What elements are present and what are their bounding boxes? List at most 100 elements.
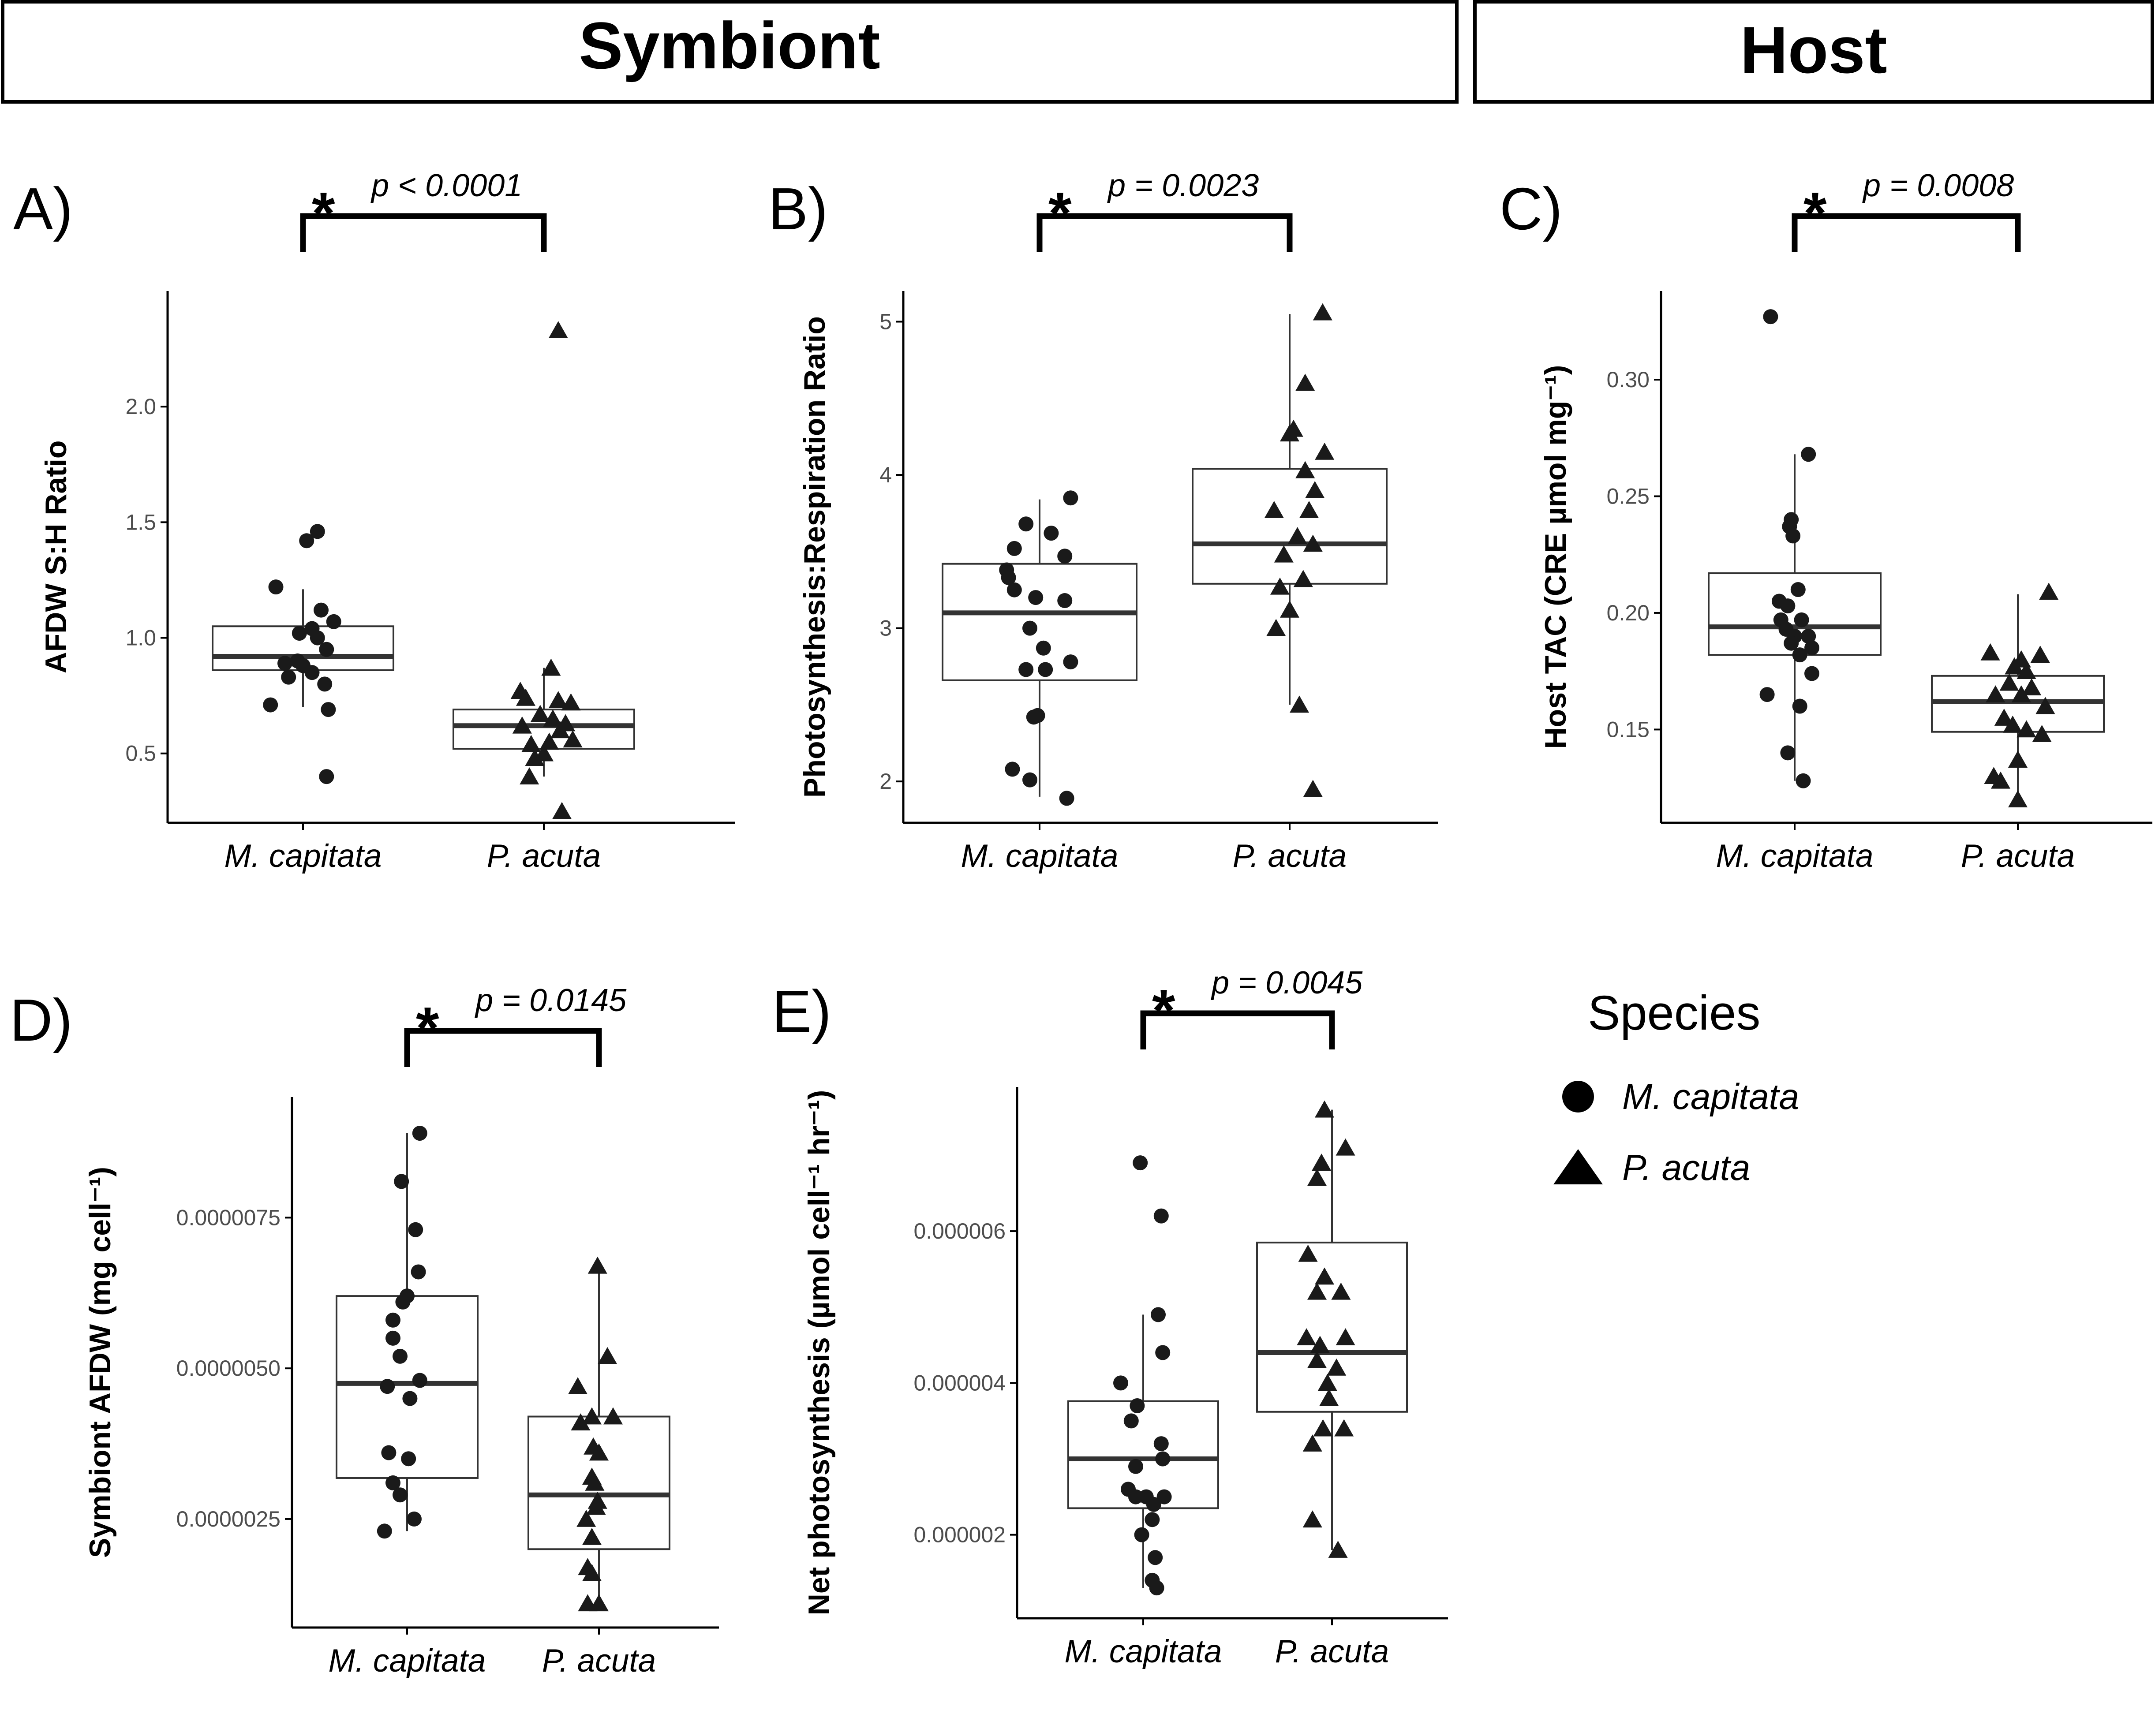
data-point-triangle (534, 744, 554, 762)
data-point-triangle (543, 709, 563, 727)
legend-label-p-acuta: P. acuta (1622, 1148, 1750, 1188)
data-point-triangle (520, 767, 539, 784)
data-point-circle (1759, 687, 1775, 702)
data-point-circle (1057, 549, 1073, 564)
data-point-circle (321, 702, 336, 717)
x-tick-label: P. acuta (1275, 1634, 1389, 1669)
data-point-circle (326, 614, 341, 629)
y-tick-label: 0.15 (1607, 717, 1650, 742)
panel-b: B) 2 3 4 5 M. capitata P. acuta Photosynthesis:… (768, 168, 1438, 874)
data-point-triangle (2008, 790, 2028, 807)
data-point-circle (277, 656, 292, 671)
significance-p-value: p < 0.0001 (370, 168, 522, 203)
data-point-circle (1028, 590, 1044, 605)
data-point-triangle (2017, 662, 2036, 679)
data-point-circle (292, 626, 307, 641)
data-point-circle (1005, 762, 1020, 777)
data-point-triangle (2032, 725, 2052, 742)
y-tick-label: 0.000004 (913, 1370, 1006, 1395)
data-point-circle (381, 1445, 397, 1460)
y-axis-label: AFDW S:H Ratio (39, 441, 73, 674)
data-point-triangle (576, 1509, 596, 1527)
data-point-circle (1133, 1155, 1148, 1171)
data-point-circle (299, 533, 314, 549)
data-point-circle (1796, 773, 1811, 788)
y-tick-label: 1.5 (125, 510, 156, 534)
y-tick-label: 0.0000050 (176, 1356, 281, 1381)
data-point-circle (1030, 708, 1045, 723)
data-point-triangle (512, 716, 532, 734)
x-tick-label: M. capitata (961, 838, 1118, 874)
data-point-triangle (1298, 1244, 1318, 1262)
data-point-triangle (1313, 303, 1332, 321)
y-tick-label: 0.0000025 (176, 1507, 281, 1531)
significance-star: * (1803, 180, 1827, 246)
data-point-circle (1794, 612, 1809, 627)
data-point-triangle (1990, 771, 2011, 789)
box-iqr (336, 1295, 479, 1479)
data-point-circle (1804, 640, 1819, 656)
data-point-circle (411, 1264, 426, 1280)
data-point-triangle (1313, 1419, 1333, 1437)
data-point-triangle (587, 1256, 607, 1274)
data-point-triangle (1314, 1267, 1335, 1285)
data-point-triangle (2008, 750, 2028, 768)
data-point-triangle (521, 735, 541, 752)
data-point-circle (1153, 1208, 1169, 1224)
data-point-triangle (1303, 780, 1323, 797)
data-point-circle (385, 1312, 400, 1328)
significance-bracket (404, 1028, 602, 1067)
y-tick-label: 4 (879, 463, 892, 487)
data-point-circle (377, 1523, 392, 1539)
data-point-triangle (1295, 373, 1315, 391)
data-point-triangle (552, 802, 572, 819)
data-point-circle (1057, 593, 1073, 609)
data-point-circle (1780, 745, 1796, 761)
significance-p-value: p = 0.0045 (1211, 965, 1363, 1001)
data-point-circle (385, 1475, 400, 1490)
data-point-circle (1146, 1497, 1161, 1512)
data-point-triangle (1314, 1100, 1335, 1118)
panel-d: D) 0.0000025 0.0000050 0.0000075 M. capitata… (10, 983, 719, 1679)
data-point-circle (1792, 647, 1807, 663)
data-point-circle (1780, 598, 1796, 614)
data-point-triangle (548, 691, 568, 708)
data-point-circle (401, 1451, 416, 1467)
data-point-triangle (2005, 657, 2024, 675)
y-tick-label: 1.0 (125, 626, 156, 650)
data-point-circle (263, 697, 278, 713)
data-point-circle (1128, 1489, 1143, 1505)
box-iqr (1192, 468, 1388, 585)
data-point-triangle (585, 1473, 605, 1491)
data-point-triangle (516, 688, 536, 706)
box-iqr (1256, 1241, 1408, 1413)
symbiont-header-box (1, 0, 1459, 104)
data-point-triangle (1280, 424, 1300, 442)
data-point-triangle (587, 1491, 607, 1509)
panel-letter: C) (1500, 175, 1562, 242)
data-point-circle (1063, 490, 1078, 506)
data-point-circle (407, 1511, 422, 1527)
data-point-triangle (2017, 720, 2036, 738)
data-point-circle (400, 1288, 415, 1304)
data-point-circle (1018, 662, 1034, 677)
legend-circle-icon (1562, 1081, 1594, 1113)
data-point-circle (281, 669, 296, 685)
data-point-triangle (530, 705, 550, 722)
panel-letter: D) (10, 987, 72, 1053)
significance-p-value: p = 0.0008 (1862, 168, 2014, 203)
data-point-circle (1145, 1512, 1160, 1527)
data-point-circle (310, 524, 325, 539)
significance-bracket (1140, 1010, 1335, 1049)
data-point-triangle (1307, 1169, 1327, 1186)
data-point-circle (380, 1379, 395, 1394)
data-point-circle (1155, 1451, 1171, 1467)
data-point-triangle (1302, 1434, 1322, 1452)
y-tick-label: 0.000006 (913, 1219, 1006, 1243)
panel-letter: B) (768, 175, 828, 242)
box-iqr (1067, 1400, 1219, 1509)
data-point-circle (1059, 791, 1074, 806)
significance-bracket (300, 213, 547, 252)
data-point-triangle (1293, 570, 1313, 587)
